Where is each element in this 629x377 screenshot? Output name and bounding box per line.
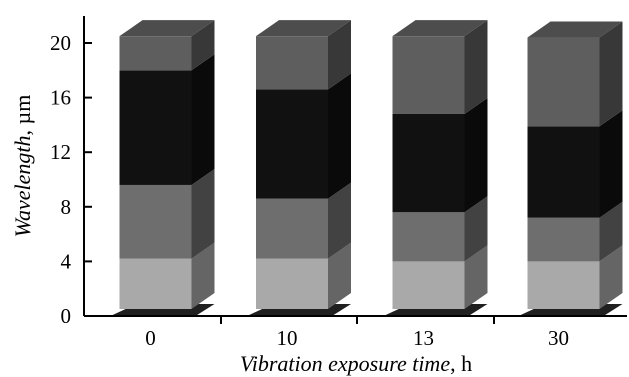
bar-segment-side: [328, 73, 351, 199]
bar-segment: [119, 20, 215, 71]
bar-top-face: [392, 20, 488, 37]
bar-13: [383, 20, 488, 316]
bar-segment: [119, 242, 215, 309]
y-tick-label: 20: [50, 31, 71, 55]
bar-segment: [392, 196, 488, 262]
bar-segment-front: [392, 261, 465, 309]
y-tick-label: 4: [61, 249, 72, 273]
bar-segment-front: [256, 198, 328, 259]
bar-top-face: [256, 20, 351, 37]
bar-segment-front: [256, 258, 328, 309]
bar-segment-front: [392, 36, 465, 114]
bar-segment-side: [599, 201, 623, 262]
bar-segment-side: [191, 168, 215, 259]
bar-segment-front: [119, 70, 192, 185]
bar-segment: [527, 110, 623, 218]
bar-segment-front: [256, 36, 328, 90]
bar-segment-side: [464, 20, 488, 114]
bar-segment: [256, 242, 351, 309]
bar-segment-side: [191, 20, 215, 71]
bar-segment-front: [527, 126, 600, 218]
bar-segment-side: [464, 245, 488, 309]
bar-segment: [392, 20, 488, 114]
x-axis-title: Vibration exposure time, h: [240, 351, 472, 376]
bar-segment: [119, 54, 215, 185]
y-axis-title-unit: , µm: [10, 95, 35, 136]
bar-segment-front: [119, 36, 192, 71]
bar-segment-side: [191, 242, 215, 309]
x-tick-label: 10: [277, 326, 298, 350]
bar-segment-side: [328, 182, 351, 259]
y-tick-label: 0: [61, 304, 72, 328]
bar-segment-front: [527, 217, 600, 262]
bar-segment: [256, 20, 351, 90]
bar-top-face: [119, 20, 215, 37]
y-tick-label: 8: [61, 195, 72, 219]
bar-top-face: [527, 21, 623, 38]
bars-group: [110, 20, 623, 316]
x-tick-label: 30: [548, 326, 569, 350]
x-tick-label: 0: [145, 326, 156, 350]
bar-segment-front: [527, 261, 600, 309]
axes-group: [83, 16, 627, 317]
bar-segment: [527, 201, 623, 262]
bar-segment-front: [256, 89, 328, 199]
y-ticks-group: 0 4 8 12 16 20: [50, 31, 92, 328]
bar-segment-side: [599, 245, 623, 309]
bar-segment: [527, 245, 623, 309]
bar-segment-front: [119, 184, 192, 259]
bar-segment-side: [599, 110, 623, 218]
bar-segment-side: [464, 97, 488, 213]
bar-segment-front: [119, 258, 192, 309]
y-axis-title-main: Wavelength: [10, 135, 35, 237]
bar-30: [518, 21, 623, 316]
bar-segment: [392, 245, 488, 309]
bar-segment: [119, 168, 215, 259]
bar-segment: [256, 182, 351, 259]
x-tick-label: 13: [413, 326, 434, 350]
bar-segment-front: [392, 212, 465, 262]
y-tick-label: 16: [50, 86, 71, 110]
bar-segment-front: [392, 113, 465, 213]
bar-segment-side: [328, 242, 351, 309]
y-tick-label: 12: [50, 140, 71, 164]
bar-segment-side: [191, 54, 215, 185]
bar-segment: [527, 21, 623, 127]
bar-segment: [392, 97, 488, 213]
bar-0: [110, 20, 215, 316]
y-axis-title: Wavelength, µm: [10, 95, 35, 238]
bar-segment-side: [464, 196, 488, 262]
bar-segment: [256, 73, 351, 199]
x-ticks-group: 0 10 13 30: [145, 316, 569, 350]
bar-segment-front: [527, 37, 600, 127]
x-axis-title-main: Vibration exposure time: [240, 351, 450, 376]
bar-segment-side: [328, 20, 351, 90]
bar-10: [247, 20, 351, 316]
x-axis-title-unit: , h: [450, 351, 472, 376]
bar-segment-side: [599, 21, 623, 127]
